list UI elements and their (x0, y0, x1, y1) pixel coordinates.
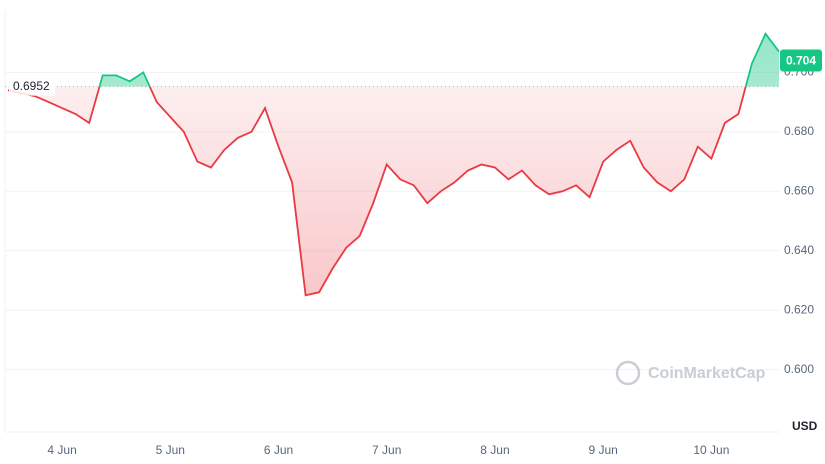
x-tick-label: 7 Jun (372, 443, 401, 457)
last-price-label: 0.704 (786, 54, 816, 68)
x-tick-label: 5 Jun (156, 443, 185, 457)
x-tick-label: 4 Jun (47, 443, 76, 457)
watermark-text: CoinMarketCap (648, 365, 766, 382)
y-tick-label: 0.660 (784, 183, 814, 197)
price-line-down (7, 86, 747, 297)
y-tick-label: 0.600 (784, 362, 814, 376)
baseline-label-bg (9, 77, 55, 96)
watermark-logo (615, 360, 641, 386)
y-tick-label: 0.640 (784, 243, 814, 257)
x-tick-label: 9 Jun (588, 443, 617, 457)
x-tick-label: 6 Jun (264, 443, 293, 457)
x-tick-label: 10 Jun (693, 443, 729, 457)
watermark: CoinMarketCap (615, 360, 766, 386)
currency-label: USD (792, 419, 818, 433)
x-tick-label: 8 Jun (480, 443, 509, 457)
area-down (8, 86, 746, 296)
baseline-label: 0.6952 (13, 79, 50, 93)
price-line-up (98, 32, 780, 87)
last-price-tag (780, 49, 822, 72)
y-tick-label: 0.680 (784, 124, 814, 138)
y-tick-label: 0.620 (784, 302, 814, 316)
